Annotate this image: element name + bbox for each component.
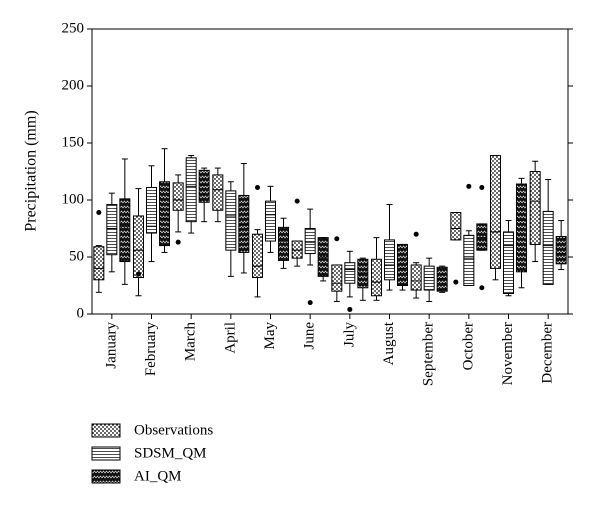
outlier xyxy=(255,184,260,190)
box xyxy=(265,200,276,242)
outlier xyxy=(294,198,300,204)
box xyxy=(291,240,303,259)
x-tick-label: February xyxy=(143,322,159,377)
box xyxy=(172,182,184,211)
box xyxy=(185,157,197,223)
y-tick-label: 50 xyxy=(69,248,84,264)
legend-label: Observations xyxy=(134,422,213,438)
box xyxy=(529,171,541,245)
outlier xyxy=(453,279,459,285)
legend-swatch xyxy=(91,446,121,461)
box xyxy=(410,264,422,291)
box xyxy=(542,210,554,285)
box xyxy=(212,174,224,211)
box xyxy=(93,246,105,281)
box xyxy=(344,262,356,284)
x-tick-label: August xyxy=(381,321,397,365)
outlier xyxy=(175,239,181,245)
outlier xyxy=(307,300,313,306)
outlier xyxy=(347,306,353,312)
box xyxy=(238,194,250,253)
y-tick-label: 150 xyxy=(62,134,85,150)
box xyxy=(106,204,118,256)
y-tick-label: 100 xyxy=(62,191,85,207)
box xyxy=(357,258,369,289)
box xyxy=(423,265,435,291)
box xyxy=(331,264,343,292)
box xyxy=(252,233,263,279)
box xyxy=(555,235,567,265)
box xyxy=(436,266,448,292)
x-tick-label: September xyxy=(421,322,437,386)
outlier xyxy=(136,271,141,277)
box xyxy=(133,215,144,279)
box xyxy=(397,243,408,287)
outlier xyxy=(334,236,340,242)
box xyxy=(503,231,514,294)
box xyxy=(450,212,462,241)
box xyxy=(225,190,237,251)
box xyxy=(371,258,382,297)
outlier xyxy=(413,231,419,237)
y-tick-label: 0 xyxy=(77,305,85,321)
box xyxy=(490,155,501,269)
x-tick-label: November xyxy=(500,322,516,385)
box xyxy=(304,228,316,255)
x-tick-label: July xyxy=(341,322,357,348)
x-tick-label: May xyxy=(262,322,278,350)
box xyxy=(384,239,395,281)
outlier xyxy=(96,210,102,216)
outlier xyxy=(479,184,485,190)
x-tick-label: April xyxy=(222,322,238,354)
legend-label: AI_QM xyxy=(134,468,182,484)
x-tick-label: December xyxy=(540,322,556,384)
box xyxy=(516,183,527,273)
box xyxy=(278,226,289,261)
y-tick-label: 250 xyxy=(62,20,85,36)
legend-label: SDSM_QM xyxy=(134,445,207,461)
legend-swatch xyxy=(91,423,121,438)
box xyxy=(146,186,157,234)
outlier xyxy=(466,183,472,189)
plot-frame xyxy=(91,28,569,315)
x-tick-label: October xyxy=(460,322,476,370)
box xyxy=(159,181,170,247)
box xyxy=(119,198,131,263)
legend-swatch xyxy=(91,469,121,484)
box xyxy=(476,223,488,251)
box xyxy=(463,234,475,286)
outlier xyxy=(479,285,485,291)
x-tick-label: January xyxy=(103,322,119,369)
x-tick-label: June xyxy=(302,322,318,350)
y-tick-label: 200 xyxy=(62,77,85,93)
y-axis-label: Precipitation (mm) xyxy=(23,110,40,231)
x-tick-label: March xyxy=(183,322,199,362)
box xyxy=(198,169,210,203)
